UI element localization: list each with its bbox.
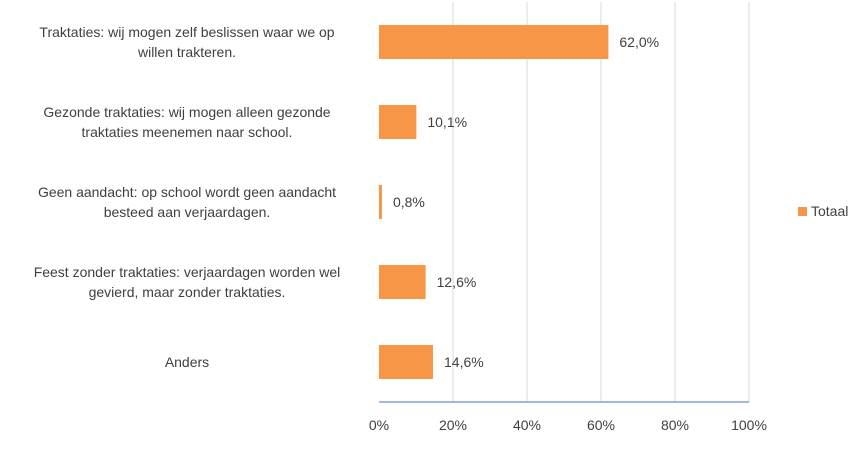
category-label: Feest zonder traktaties: verjaardagen wo… (34, 264, 341, 300)
legend: Totaal (798, 203, 848, 219)
data-label: 0,8% (393, 194, 425, 210)
bar (379, 25, 609, 59)
data-label: 12,6% (437, 274, 477, 290)
x-tick-label: 0% (369, 417, 389, 433)
legend-label: Totaal (811, 203, 848, 219)
data-label: 10,1% (427, 114, 467, 130)
data-label: 62,0% (619, 34, 659, 50)
category-label: Gezonde traktaties: wij mogen alleen gez… (43, 104, 330, 140)
x-tick-label: 20% (439, 417, 467, 433)
x-tick-label: 60% (587, 417, 615, 433)
bar (379, 185, 382, 219)
bar (379, 345, 434, 379)
x-axis-ticks: 0% 20% 40% 60% 80% 100% (369, 417, 767, 433)
legend-swatch (798, 207, 807, 216)
x-tick-label: 100% (731, 417, 767, 433)
bar (379, 105, 417, 139)
category-labels: Traktaties: wij mogen zelf beslissen waa… (34, 24, 341, 370)
data-labels: 62,0% 10,1% 0,8% 12,6% 14,6% (393, 34, 659, 370)
x-tick-label: 40% (513, 417, 541, 433)
gridlines (379, 2, 750, 403)
category-label: Traktaties: wij mogen zelf beslissen waa… (39, 24, 334, 60)
category-label: Geen aandacht: op school wordt geen aand… (38, 184, 336, 220)
bars (379, 25, 609, 379)
data-label: 14,6% (444, 354, 484, 370)
bar (379, 265, 426, 299)
category-label: Anders (165, 354, 209, 370)
x-tick-label: 80% (661, 417, 689, 433)
